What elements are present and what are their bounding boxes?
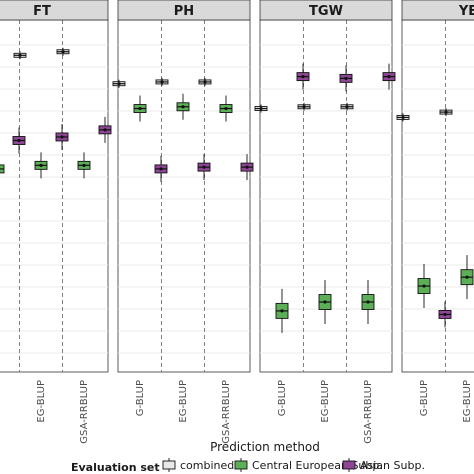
box-mean-point: [280, 309, 284, 313]
legend-entry: combined: [162, 458, 234, 472]
box-mean-point: [203, 80, 207, 84]
panel-border: [117, 19, 251, 373]
box-combined: [198, 77, 212, 86]
box-central-european-subp-: [275, 288, 289, 333]
box-mean-point: [61, 50, 65, 54]
facet-title: FT: [33, 4, 51, 19]
facet-panels: FT EG-BLUP GSA-RRBLUP PH G-BLUP EG-BLUP GSA-RR…: [0, 0, 474, 444]
box-mean-point: [138, 106, 142, 111]
legend-key: [234, 460, 248, 470]
box-mean-point: [366, 300, 370, 304]
panel-ft: FT EG-BLUP GSA-RRBLUP: [0, 0, 112, 444]
box-mean-point: [224, 106, 228, 111]
box-mean-point: [345, 105, 349, 109]
box-asian-subp-: [197, 154, 211, 181]
box-mean-point: [160, 80, 164, 84]
legend-label: combined: [180, 459, 234, 472]
x-axis-title: Prediction method: [210, 440, 320, 454]
facet-strip: [0, 0, 109, 21]
panel-border: [401, 19, 474, 373]
box-asian-subp-: [339, 65, 353, 92]
box-asian-subp-: [382, 63, 396, 90]
panel-ye: YE G-BLUP EG-BLUP: [396, 0, 474, 423]
box-mean-point: [39, 163, 43, 167]
facet-title: PH: [174, 4, 194, 19]
box-mean-point: [117, 82, 121, 86]
box-central-european-subp-: [0, 164, 5, 174]
box-central-european-subp-: [176, 93, 190, 120]
x-tick-label: GSA-RRBLUP: [363, 380, 374, 444]
box-mean-point: [159, 167, 163, 171]
box-asian-subp-: [55, 123, 69, 150]
box-mean-point: [17, 138, 21, 143]
box-combined: [56, 47, 70, 56]
facet-title: TGW: [309, 4, 343, 19]
box-central-european-subp-: [361, 280, 375, 325]
x-tick-label: GSA-RRBLUP: [79, 380, 90, 444]
box-mean-point: [401, 115, 405, 120]
box-combined: [396, 113, 410, 122]
x-tick-label: EG-BLUP: [36, 380, 47, 423]
box-asian-subp-: [438, 301, 452, 328]
box-combined: [112, 79, 126, 88]
box-mean-point: [344, 76, 348, 80]
box-asian-subp-: [240, 154, 254, 181]
box-mean-point: [465, 275, 469, 279]
box-mean-point: [60, 135, 64, 139]
box-mean-point: [181, 105, 185, 109]
panel-border: [259, 19, 393, 373]
panel-border: [0, 19, 109, 373]
box-mean-point: [82, 163, 86, 167]
box-mean-point: [302, 105, 306, 109]
box-central-european-subp-: [133, 95, 147, 122]
box-mean-point: [301, 75, 305, 79]
x-tick-label: EG-BLUP: [320, 380, 331, 423]
box-combined: [297, 102, 311, 111]
facet-strip: [117, 0, 251, 21]
box-mean-point: [323, 300, 327, 304]
box-mean-point: [443, 312, 447, 317]
x-tick-label: EG-BLUP: [462, 380, 473, 423]
box-asian-subp-: [98, 116, 112, 143]
legend-key: [162, 460, 176, 470]
box-mean-point: [422, 284, 426, 288]
facet-title: YE: [458, 4, 474, 19]
box-combined: [155, 77, 169, 86]
legend-key: [342, 460, 356, 470]
box-asian-subp-: [154, 155, 168, 182]
legend-title: Evaluation set: [71, 461, 160, 474]
box-combined: [340, 102, 354, 111]
box-mean-point: [103, 128, 107, 132]
facet-strip: [401, 0, 474, 21]
legend: Evaluation set combined Central European S…: [71, 458, 425, 474]
legend-label: Asian Subp.: [360, 459, 425, 472]
box-central-european-subp-: [34, 152, 48, 179]
box-central-european-subp-: [460, 255, 474, 300]
x-tick-label: GSA-RRBLUP: [221, 380, 232, 444]
box-asian-subp-: [12, 127, 26, 154]
facet-strip: [259, 0, 393, 21]
x-tick-label: G-BLUP: [419, 380, 430, 416]
box-asian-subp-: [296, 63, 310, 90]
x-tick-label: EG-BLUP: [178, 380, 189, 423]
box-mean-point: [245, 165, 249, 169]
box-mean-point: [259, 106, 263, 111]
x-tick-label: G-BLUP: [135, 380, 146, 416]
box-mean-point: [18, 53, 22, 57]
x-tick-label: G-BLUP: [277, 380, 288, 416]
box-mean-point: [387, 75, 391, 79]
box-central-european-subp-: [77, 152, 91, 179]
box-combined: [439, 108, 453, 117]
panel-ph: PH G-BLUP EG-BLUP GSA-RRBLUP: [112, 0, 254, 444]
panel-tgw: TGW G-BLUP EG-BLUP GSA-RRBLUP: [254, 0, 396, 444]
box-central-european-subp-: [219, 95, 233, 122]
box-central-european-subp-: [417, 264, 431, 309]
box-central-european-subp-: [318, 280, 332, 325]
box-combined: [254, 104, 268, 113]
box-combined: [13, 51, 27, 60]
box-mean-point: [202, 165, 206, 169]
legend-entry: Asian Subp.: [342, 458, 425, 472]
box-mean-point: [444, 110, 448, 114]
